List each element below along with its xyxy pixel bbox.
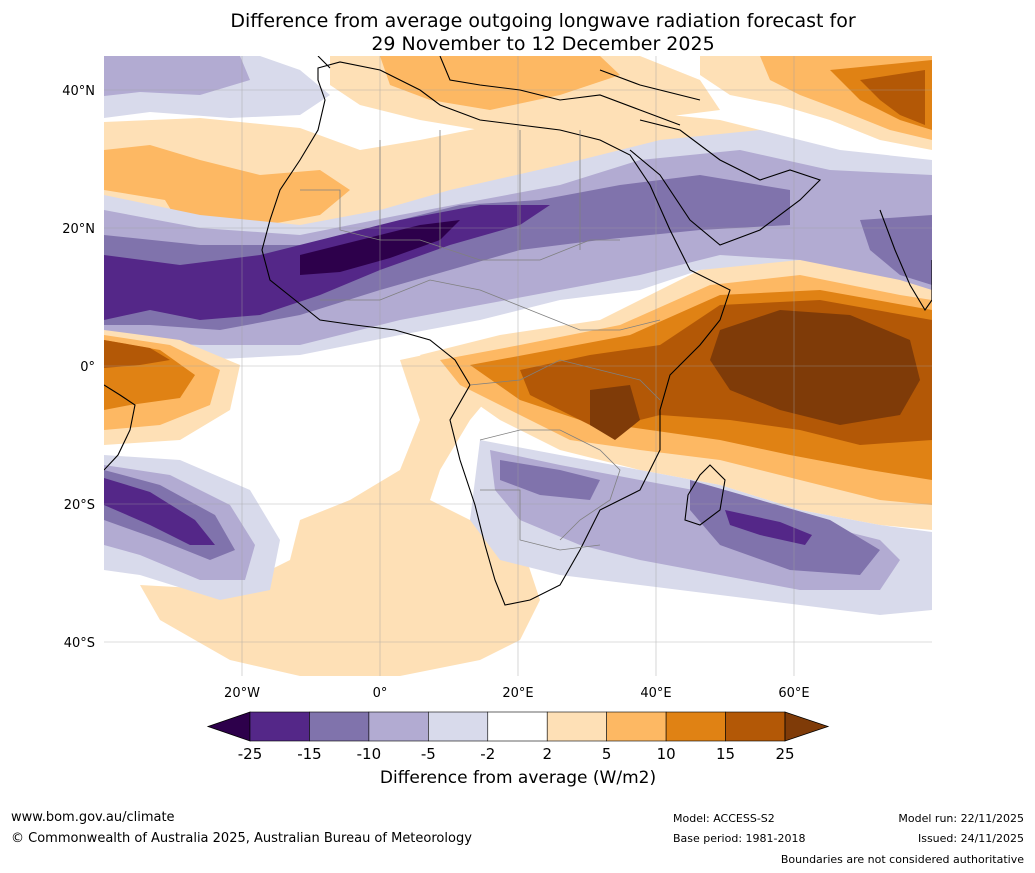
gridlines [104, 56, 932, 676]
south-america-coastline [104, 384, 136, 471]
colorbar-segment [428, 711, 489, 742]
lat-label-40s: 40°S [64, 636, 95, 651]
colorbar-tick-label: -25 [238, 745, 263, 763]
europe-coastline [317, 56, 701, 126]
longitude-labels: 20°W 0° 20°E 40°E 60°E [224, 686, 810, 701]
lat-label-20n: 20°N [62, 222, 95, 237]
colorbar-tick-label: -2 [480, 745, 495, 763]
colorbar-segment [249, 711, 310, 742]
colorbar-segment [665, 711, 726, 742]
colorbar-tick-label: 15 [716, 745, 735, 763]
contour-neg-mid-north [104, 56, 250, 96]
madagascar-coastline [684, 464, 726, 526]
title-line-1: Difference from average outgoing longwav… [230, 10, 856, 32]
colorbar-segment [546, 711, 607, 742]
lon-label-20e: 20°E [502, 686, 533, 701]
lon-label-60e: 60°E [778, 686, 809, 701]
lat-label-0: 0° [80, 360, 95, 375]
footer-disclaimer: Boundaries are not considered authoritat… [780, 853, 1024, 866]
contour-pos-mid-med [380, 56, 620, 110]
contour-neg-dark-east [860, 215, 932, 285]
footer-copyright: © Commonwealth of Australia 2025, Austra… [11, 831, 472, 846]
colorbar-segment [368, 711, 429, 742]
contour-pos-extreme-io [710, 310, 920, 425]
contour-neg-vdark-sio [725, 510, 812, 545]
colorbar-tick-label: -15 [297, 745, 322, 763]
footer-website[interactable]: www.bom.gov.au/climate [11, 810, 175, 825]
colorbar-extend-high [784, 711, 830, 742]
arabia-coastline [629, 119, 822, 246]
colorbar-segment [487, 711, 548, 742]
contour-pos-vstrong-atl [104, 340, 170, 368]
colorbar-tick-label: 25 [775, 745, 794, 763]
colorbar-extend-low [206, 711, 251, 742]
contour-pos-vstrong-ne [860, 70, 925, 125]
contour-neg-dark-moz [500, 460, 600, 500]
colorbar-tick-label: 5 [602, 745, 612, 763]
footer-model: Model: ACCESS-S2 [673, 812, 775, 825]
colorbar-segment [606, 711, 667, 742]
footer-model-run: Model run: 22/11/2025 [898, 812, 1024, 825]
colorbar-tick-label: -10 [357, 745, 382, 763]
lat-label-20s: 20°S [64, 498, 95, 513]
lon-label-20w: 20°W [224, 686, 260, 701]
colorbar-segment [725, 711, 786, 742]
lat-label-40n: 40°N [62, 84, 95, 99]
contour-neg-vdark-south [104, 478, 215, 545]
footer-issued: Issued: 24/11/2025 [917, 832, 1024, 845]
contour-pos-mid-sahara [104, 145, 350, 228]
lon-label-40e: 40°E [640, 686, 671, 701]
lon-label-0: 0° [373, 686, 388, 701]
colorbar-tick-label: 2 [542, 745, 552, 763]
title-line-2: 29 November to 12 December 2025 [371, 33, 715, 55]
colorbar-segment [309, 711, 370, 742]
colorbar-tick-label: 10 [657, 745, 676, 763]
colorbar-tick-label: -5 [421, 745, 436, 763]
country-borders [300, 130, 661, 551]
footer-base-period: Base period: 1981-2018 [673, 832, 806, 845]
colorbar-title: Difference from average (W/m2) [379, 768, 657, 788]
india-coastline [879, 209, 932, 312]
latitude-labels: 40°N 20°N 0° 20°S 40°S [62, 84, 95, 651]
chart-title: Difference from average outgoing longwav… [104, 10, 982, 56]
contour-pos-extreme-lakes [590, 385, 640, 440]
